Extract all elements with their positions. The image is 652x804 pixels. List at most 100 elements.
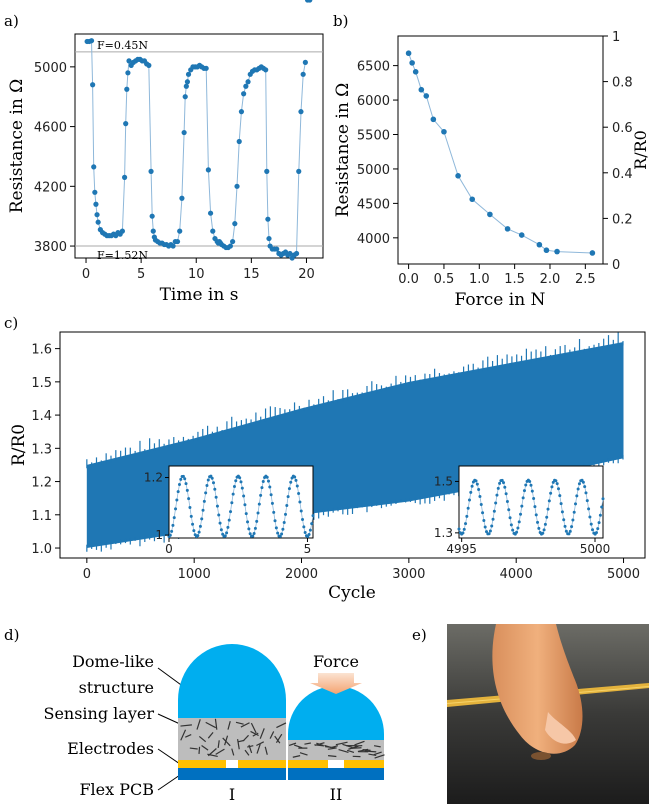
inset-data-point [464, 522, 468, 526]
panel-b-ytick-label: 5500 [357, 129, 390, 144]
panel-a-data-point [230, 238, 236, 245]
inset-xtick-label: 0 [165, 542, 173, 556]
panel-b-xtick-label: 0.5 [434, 272, 455, 287]
inset-data-point [243, 503, 247, 507]
panel-b-xtick-label: 0.0 [398, 272, 419, 287]
stack-II [288, 686, 385, 780]
inset-data-point [549, 491, 553, 495]
panel-a-data-point [210, 228, 216, 234]
inset-data-point [242, 494, 246, 498]
panel-b-ytick-label: 5000 [357, 163, 390, 178]
inset-ytick-label: 1.2 [144, 471, 163, 485]
panel-b-ytick-right-label: 0.4 [612, 167, 633, 182]
inset-data-point [298, 500, 302, 504]
panel-a-data-point [182, 94, 188, 100]
inset-data-point [529, 483, 533, 487]
inset-data-point [581, 480, 585, 484]
inset-data-point [239, 480, 243, 484]
inset-data-point [295, 484, 299, 488]
inset-data-point [515, 530, 519, 534]
cnt-fiber [222, 737, 231, 747]
panel-a-data-point [232, 221, 238, 227]
inset-data-point [259, 493, 263, 497]
inset-data-point [284, 512, 288, 516]
panel-c-ytick-label: 1.5 [31, 376, 52, 391]
inset-data-point [248, 532, 252, 536]
panel-c-inset-start: 0 5 1 1.2 [144, 465, 315, 556]
panel-b-ytick-label: 6000 [357, 94, 390, 109]
inset-xtick-label: 4995 [446, 542, 477, 556]
cnt-fiber [328, 755, 337, 758]
inset-data-point [307, 533, 311, 537]
panel-a-data-point [274, 246, 280, 252]
cnt-fiber [252, 732, 259, 737]
cnt-fiber [256, 743, 261, 754]
inset-data-point [490, 524, 494, 528]
inset-data-point [524, 483, 528, 487]
panel-b-ylabel: Resistance in Ω [333, 83, 353, 218]
panel-a-data-point [88, 38, 95, 44]
inset-data-point [256, 511, 260, 515]
inset-data-point [251, 534, 255, 538]
inset-data-point [575, 494, 579, 498]
inset-data-point [483, 525, 487, 529]
inset-data-point [181, 474, 185, 478]
panel-b-xlabel: Force in N [455, 290, 546, 310]
panel-a-data-point [264, 168, 270, 174]
panel-a-data-point [170, 243, 176, 249]
panel-a-xtick-label: 10 [188, 267, 205, 282]
panel-a-data-point [94, 212, 100, 218]
inset-data-point [183, 477, 187, 481]
panel-a-data-point [93, 201, 99, 207]
cnt-fiber [235, 721, 244, 725]
inset-data-point [530, 489, 534, 493]
panel-b-data-point [589, 250, 596, 256]
inset-data-point [482, 519, 486, 523]
cnt-fiber [373, 751, 382, 756]
inset-data-point [177, 483, 181, 487]
inset-data-point [188, 506, 192, 510]
panel-c-ylabel: R/R0 [9, 424, 29, 466]
cnt-fiber [314, 744, 325, 747]
panel-a-data-point [307, 0, 313, 3]
inset-data-point [522, 489, 526, 493]
inset-data-point [171, 523, 175, 527]
leader-sensing [157, 713, 181, 725]
inset-data-point [494, 501, 498, 505]
panel-a-annotation: F=1.52N [97, 249, 148, 262]
panel-c-xtick-label: 2000 [285, 567, 318, 582]
cnt-fiber [256, 741, 265, 747]
inset-data-point [197, 530, 201, 534]
panel-b-data-point [409, 60, 415, 66]
cnt-fiber [269, 731, 275, 739]
inset-data-point [270, 501, 274, 505]
inset-data-point [462, 527, 466, 531]
inset-data-point [227, 518, 231, 522]
inset-data-point [542, 528, 546, 532]
inset-data-point [179, 477, 183, 481]
inset-data-point [461, 531, 465, 535]
inset-data-point [196, 534, 200, 538]
cnt-fiber [224, 735, 229, 746]
inset-data-point [488, 529, 492, 533]
cnt-fiber [364, 750, 377, 753]
panel-e-letter: e) [412, 626, 427, 644]
panel-a-data-point [122, 174, 128, 180]
inset-data-point [574, 502, 578, 506]
panel-c-chart: 0 1000 2000 3000 4000 5000 1.0 1.1 1.2 1.3 1.4 1.5 1… [9, 331, 646, 603]
inset-data-point [253, 526, 257, 530]
cnt-fiber [237, 739, 245, 743]
stack-II-label: II [330, 785, 343, 804]
panel-b-data-point [536, 241, 543, 248]
cnt-fiber [354, 740, 365, 746]
inset-data-point [545, 515, 549, 519]
sensing-layer-I [178, 718, 286, 760]
inset-data-point [189, 514, 193, 518]
panel-b-frame [397, 35, 604, 265]
electrode-II-left [288, 760, 328, 768]
inset-data-point [517, 520, 521, 524]
inset-data-point [201, 508, 205, 512]
inset-data-point [585, 499, 589, 503]
panel-a-data-point [265, 216, 271, 222]
